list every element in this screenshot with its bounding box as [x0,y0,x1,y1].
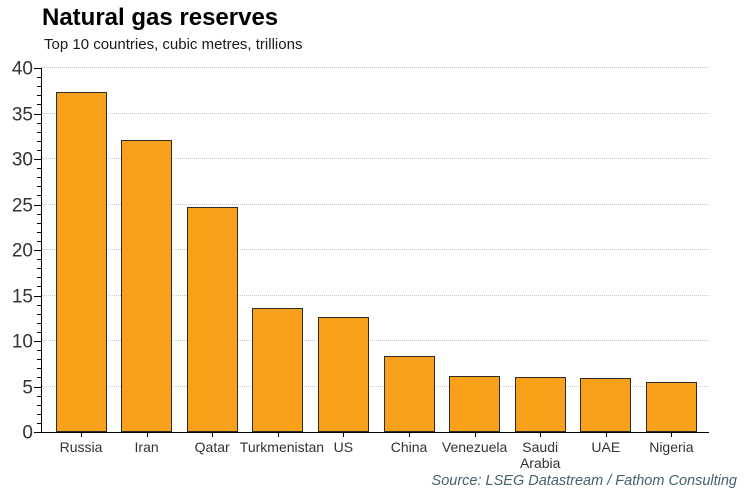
x-tick [277,433,279,437]
x-tick [343,433,345,437]
gridline [41,385,709,387]
x-axis [41,432,709,433]
y-major-tick [34,159,41,160]
bar-iran [121,139,173,432]
y-minor-tick [37,186,41,188]
y-minor-tick [37,404,41,406]
chart-subtitle: Top 10 countries, cubic metres, trillion… [44,36,303,53]
x-tick-label-saudi-arabia: Saudi Arabia [519,439,561,472]
bar-nigeria [645,381,697,432]
x-tick [81,433,82,437]
y-minor-tick [37,222,41,224]
y-tick-label: 5 [22,377,33,398]
x-tick-label-venezuela: Venezuela [441,439,508,455]
y-minor-tick [37,286,41,288]
y-major-tick [34,341,41,342]
y-minor-tick [37,168,41,170]
y-major-tick [34,386,41,388]
y-tick-label: 30 [11,149,33,171]
y-minor-tick [37,413,41,415]
x-tick-label-russia: Russia [59,439,103,455]
x-tick [540,433,542,437]
bar-venezuela [449,375,501,432]
bar-uae [580,378,632,432]
y-minor-tick [37,104,41,106]
bar-saudi-arabia [514,377,566,432]
y-major-tick [34,204,41,206]
y-minor-tick [37,177,41,179]
bar-turkmenistan [252,308,304,432]
x-tick [146,433,148,437]
y-minor-tick [37,122,41,124]
source-attribution: Source: LSEG Datastream / Fathom Consult… [431,473,737,489]
x-tick [212,433,214,437]
y-minor-tick [37,268,41,270]
y-minor-tick [37,313,41,315]
y-minor-tick [37,95,41,97]
y-minor-tick [37,277,41,279]
gridline [41,249,709,250]
chart-title: Natural gas reserves [42,4,279,31]
bar-russia [55,91,107,432]
gridline [41,67,709,68]
x-tick [671,433,673,437]
y-minor-tick [37,368,41,370]
gridline [41,112,709,114]
x-tick-label-iran: Iran [134,439,159,455]
y-minor-tick [37,140,41,142]
gridline [41,294,709,296]
y-tick-label: 40 [11,58,33,80]
y-minor-tick [37,359,41,361]
y-minor-tick [37,377,41,379]
y-minor-tick [37,322,41,324]
y-major-tick [34,295,41,297]
bar-us [317,317,369,432]
x-tick-label-qatar: Qatar [194,439,230,455]
y-minor-tick [37,86,41,88]
y-minor-tick [37,149,41,151]
y-axis [41,68,42,433]
y-minor-tick [37,240,41,242]
x-tick-label-uae: UAE [591,439,621,455]
x-tick-label-turkmenistan: Turkmenistan [239,439,325,455]
y-tick-label: 10 [11,331,33,353]
y-minor-tick [37,77,41,79]
bar-qatar [186,207,238,432]
gridline [41,203,709,205]
y-tick-label: 25 [11,195,33,216]
x-tick [474,433,476,437]
y-minor-tick [37,422,41,424]
y-minor-tick [37,395,41,397]
y-tick-label: 0 [22,422,33,444]
y-major-tick [34,250,41,251]
y-major-tick [34,68,41,69]
bar-china [383,356,435,432]
y-major-tick [34,432,41,433]
y-tick-label: 35 [11,104,33,125]
y-minor-tick [37,195,41,197]
x-tick-label-nigeria: Nigeria [649,439,694,455]
y-major-tick [34,113,41,115]
y-minor-tick [37,131,41,133]
x-tick-label-us: US [333,439,354,455]
gridline [41,340,709,341]
y-tick-label: 15 [11,286,33,307]
y-minor-tick [37,231,41,233]
x-tick [605,433,607,437]
y-minor-tick [37,213,41,215]
y-minor-tick [37,350,41,352]
x-tick [409,433,410,437]
x-tick-label-china: China [390,439,428,455]
y-minor-tick [37,259,41,261]
gridline [41,158,709,159]
y-minor-tick [37,304,41,306]
y-tick-label: 20 [11,240,33,262]
y-minor-tick [37,331,41,333]
